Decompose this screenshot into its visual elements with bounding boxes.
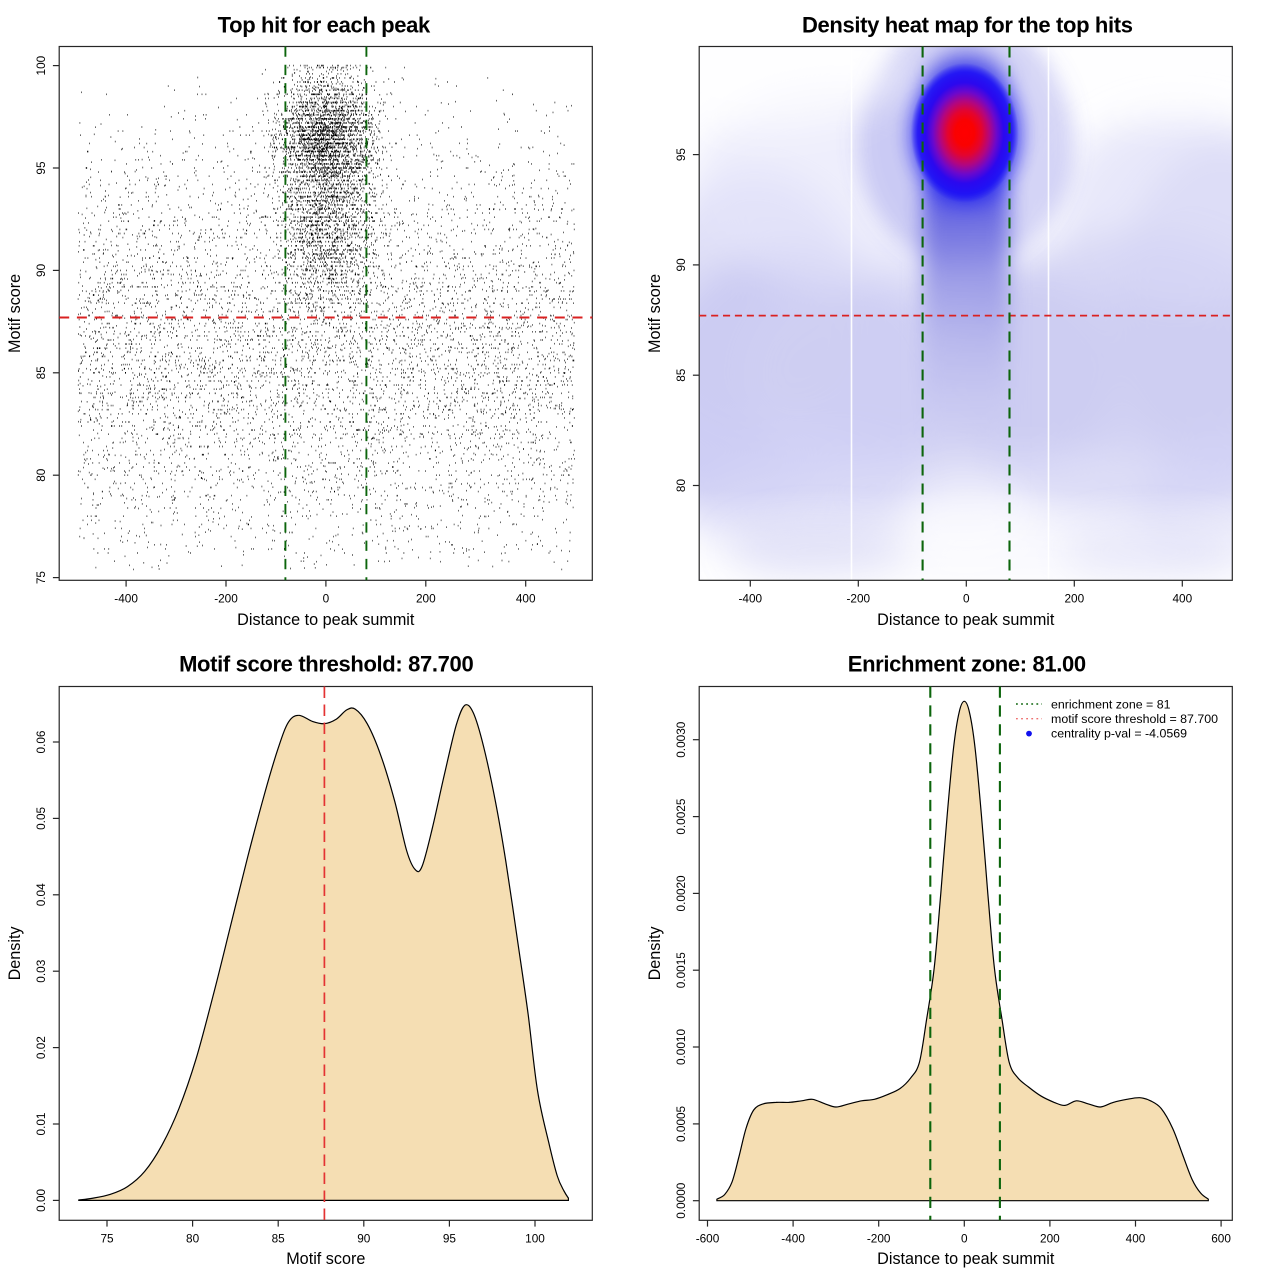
svg-text:95: 95 <box>34 161 48 175</box>
svg-text:0.06: 0.06 <box>34 730 48 753</box>
svg-text:80: 80 <box>186 1232 200 1246</box>
svg-text:75: 75 <box>34 571 48 585</box>
svg-text:0.03: 0.03 <box>34 959 48 982</box>
svg-text:0.05: 0.05 <box>34 806 48 829</box>
svg-text:90: 90 <box>674 258 688 272</box>
svg-text:400: 400 <box>1172 592 1192 606</box>
svg-text:enrichment zone = 81: enrichment zone = 81 <box>1051 697 1171 711</box>
svg-text:75: 75 <box>100 1232 114 1246</box>
svg-text:0.04: 0.04 <box>34 883 48 906</box>
svg-text:Density: Density <box>646 926 664 981</box>
svg-text:0: 0 <box>323 592 330 606</box>
svg-text:0.02: 0.02 <box>34 1036 48 1059</box>
svg-text:0.0005: 0.0005 <box>674 1105 688 1142</box>
svg-text:90: 90 <box>357 1232 371 1246</box>
svg-text:0.0000: 0.0000 <box>674 1182 688 1219</box>
svg-text:80: 80 <box>674 479 688 493</box>
svg-text:95: 95 <box>443 1232 457 1246</box>
svg-text:400: 400 <box>1126 1232 1146 1246</box>
svg-text:motif score threshold = 87.700: motif score threshold = 87.700 <box>1051 712 1218 726</box>
svg-text:Motif score threshold: 87.700: Motif score threshold: 87.700 <box>179 652 473 677</box>
svg-text:200: 200 <box>416 592 436 606</box>
svg-text:Enrichment zone: 81.00: Enrichment zone: 81.00 <box>848 652 1086 677</box>
svg-text:80: 80 <box>34 468 48 482</box>
svg-text:-400: -400 <box>738 592 762 606</box>
svg-text:0: 0 <box>961 1232 968 1246</box>
svg-text:Motif score: Motif score <box>286 1250 365 1268</box>
svg-text:100: 100 <box>34 55 48 75</box>
svg-text:0.0010: 0.0010 <box>674 1029 688 1066</box>
svg-text:400: 400 <box>516 592 536 606</box>
svg-text:0.01: 0.01 <box>34 1113 48 1136</box>
svg-text:Distance to peak summit: Distance to peak summit <box>877 611 1055 629</box>
svg-text:200: 200 <box>1064 592 1084 606</box>
svg-text:-200: -200 <box>867 1232 891 1246</box>
svg-text:Top hit for each peak: Top hit for each peak <box>218 13 431 38</box>
svg-text:0.0020: 0.0020 <box>674 875 688 912</box>
svg-text:-600: -600 <box>696 1232 720 1246</box>
svg-text:Distance to peak summit: Distance to peak summit <box>877 1250 1055 1268</box>
svg-text:0: 0 <box>963 592 970 606</box>
svg-text:0.0030: 0.0030 <box>674 721 688 758</box>
svg-text:-400: -400 <box>114 592 138 606</box>
svg-text:Density heat map for the top h: Density heat map for the top hits <box>802 13 1133 38</box>
svg-text:0.00: 0.00 <box>34 1188 48 1211</box>
svg-text:centrality p-val = -4.0569: centrality p-val = -4.0569 <box>1051 727 1187 741</box>
svg-text:0.0015: 0.0015 <box>674 952 688 989</box>
svg-text:-200: -200 <box>214 592 238 606</box>
svg-text:95: 95 <box>674 148 688 162</box>
svg-text:0.0025: 0.0025 <box>674 798 688 835</box>
svg-text:85: 85 <box>674 368 688 382</box>
svg-text:Density: Density <box>6 926 24 981</box>
svg-text:85: 85 <box>272 1232 286 1246</box>
svg-text:200: 200 <box>1040 1232 1060 1246</box>
svg-text:600: 600 <box>1211 1232 1231 1246</box>
svg-text:Motif score: Motif score <box>6 274 24 353</box>
svg-text:Motif score: Motif score <box>646 274 664 353</box>
svg-text:Distance to peak summit: Distance to peak summit <box>237 611 415 629</box>
svg-text:90: 90 <box>34 263 48 277</box>
svg-text:-400: -400 <box>781 1232 805 1246</box>
svg-text:100: 100 <box>525 1232 545 1246</box>
svg-text:-200: -200 <box>846 592 870 606</box>
svg-text:85: 85 <box>34 366 48 380</box>
